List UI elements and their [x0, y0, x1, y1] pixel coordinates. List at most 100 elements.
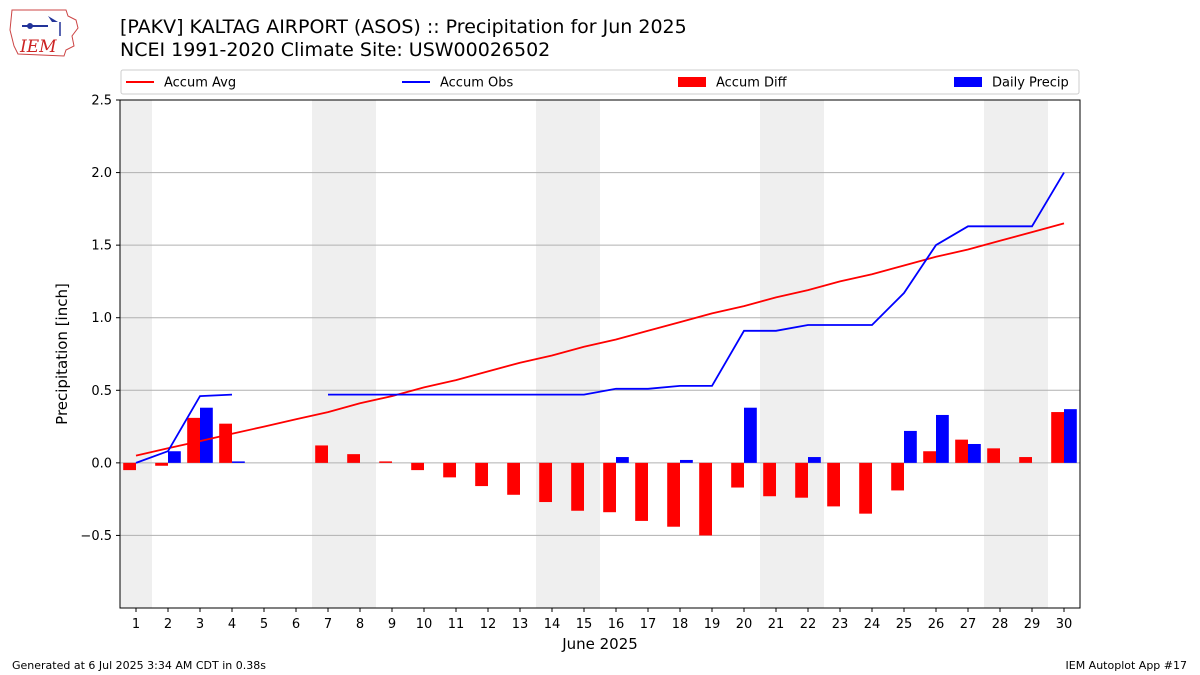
- x-tick-label: 17: [640, 617, 657, 632]
- legend: Accum Avg Accum Obs Accum Diff Daily Precip: [120, 69, 1080, 95]
- daily-precip-bar: [168, 451, 181, 463]
- legend-label: Daily Precip: [992, 76, 1069, 91]
- y-axis: −0.5 0.0 0.5 1.0 1.5 2.0 2.5: [80, 94, 120, 544]
- daily-precip-bar: [680, 459, 693, 463]
- x-tick-label: 29: [1024, 617, 1041, 632]
- y-tick-label: 1.0: [91, 311, 112, 326]
- accum-diff-bar: [347, 454, 360, 463]
- legend-label: Accum Avg: [164, 76, 236, 91]
- x-tick-label: 4: [228, 617, 236, 632]
- accum-diff-bar: [955, 439, 968, 463]
- x-tick-label: 6: [292, 617, 300, 632]
- y-tick-label: 0.5: [91, 384, 112, 399]
- legend-label: Accum Diff: [716, 76, 788, 91]
- generated-timestamp: Generated at 6 Jul 2025 3:34 AM CDT in 0…: [12, 659, 266, 672]
- weekend-band: [792, 100, 824, 608]
- y-tick-label: 2.0: [91, 166, 112, 181]
- accum-diff-bar: [411, 462, 424, 471]
- weekend-band: [760, 100, 792, 608]
- legend-swatch: [954, 77, 982, 87]
- legend-swatch: [678, 77, 706, 87]
- weekend-band: [312, 100, 344, 608]
- accum-diff-bar: [155, 462, 168, 466]
- x-tick-label: 2: [164, 617, 172, 632]
- line-series: [135, 172, 1065, 464]
- iowa-outline-icon: [9, 9, 79, 57]
- x-tick-label: 19: [704, 617, 721, 632]
- app-label: IEM Autoplot App #17: [1065, 659, 1188, 672]
- daily-precip-bar: [744, 407, 757, 463]
- x-tick-label: 15: [576, 617, 593, 632]
- title-line-1: [PAKV] KALTAG AIRPORT (ASOS) :: Precipit…: [120, 16, 687, 38]
- x-tick-label: 11: [448, 617, 465, 632]
- weekend-band: [568, 100, 600, 608]
- accum-diff-bar: [763, 462, 776, 497]
- accum-diff-bar: [923, 451, 936, 463]
- x-tick-label: 10: [416, 617, 433, 632]
- accum-diff-bar: [123, 462, 136, 471]
- x-tick-label: 7: [324, 617, 332, 632]
- weekend-bands: [120, 100, 1048, 608]
- y-tick-label: −0.5: [80, 529, 112, 544]
- accum-obs-line: [135, 393, 233, 464]
- x-tick-label: 16: [608, 617, 625, 632]
- y-tick-label: 2.5: [91, 94, 112, 109]
- accum-diff-bar: [827, 462, 840, 507]
- accum-diff-bar: [571, 462, 584, 511]
- daily-precip-bar: [904, 430, 917, 463]
- daily-precip-bar: [968, 443, 981, 463]
- accum-diff-bar: [219, 423, 232, 463]
- accum-diff-bar: [987, 448, 1000, 463]
- daily-precip-bar: [232, 461, 245, 463]
- accum-diff-bar: [1051, 412, 1064, 463]
- weekend-band: [120, 100, 152, 608]
- x-tick-label: 1: [132, 617, 140, 632]
- x-tick-label: 3: [196, 617, 204, 632]
- x-axis-label: June 2025: [561, 635, 638, 653]
- accum-diff-bar: [667, 462, 680, 527]
- daily-precip-bar: [616, 457, 629, 463]
- weekend-band: [984, 100, 1016, 608]
- x-tick-label: 5: [260, 617, 268, 632]
- accum-diff-bar: [731, 462, 744, 488]
- x-tick-label: 25: [896, 617, 913, 632]
- x-tick-label: 24: [864, 617, 881, 632]
- x-tick-label: 8: [356, 617, 364, 632]
- accum-diff-bar: [699, 462, 712, 536]
- accum-avg-line: [135, 222, 1065, 457]
- x-tick-label: 14: [544, 617, 561, 632]
- accum-diff-bar: [315, 445, 328, 463]
- bar-series: [123, 407, 1077, 536]
- weekend-band: [1016, 100, 1048, 608]
- weekend-band: [344, 100, 376, 608]
- accum-diff-bar: [635, 462, 648, 521]
- x-tick-label: 22: [800, 617, 817, 632]
- x-tick-label: 20: [736, 617, 753, 632]
- x-tick-label: 9: [388, 617, 396, 632]
- x-tick-label: 18: [672, 617, 689, 632]
- x-tick-label: 28: [992, 617, 1009, 632]
- x-axis: 1 2 3 4 5 6 7 8 9 10 11 12 13 14 15 16 17 18 19 20 21 22 23 24 2…: [132, 608, 1072, 632]
- chart-title: [PAKV] KALTAG AIRPORT (ASOS) :: Precipit…: [120, 16, 687, 62]
- daily-precip-bar: [936, 414, 949, 463]
- accum-diff-bar: [507, 462, 520, 495]
- plot-frame: [119, 99, 1081, 609]
- iem-logo: IEM: [9, 9, 79, 57]
- accum-diff-bar: [539, 462, 552, 503]
- accum-obs-line: [328, 172, 1065, 396]
- accum-diff-bar: [603, 462, 616, 513]
- weekend-band: [536, 100, 568, 608]
- accum-diff-bar: [795, 462, 808, 498]
- accum-diff-bar: [379, 461, 392, 463]
- accum-diff-bar: [187, 417, 200, 463]
- y-tick-label: 1.5: [91, 239, 112, 254]
- legend-box: [120, 69, 1080, 95]
- y-tick-label: 0.0: [91, 456, 112, 471]
- accum-diff-bar: [443, 462, 456, 478]
- accum-diff-bar: [1019, 457, 1032, 463]
- x-tick-label: 13: [512, 617, 529, 632]
- daily-precip-bar: [808, 457, 821, 463]
- x-tick-label: 12: [480, 617, 497, 632]
- y-axis-label: Precipitation [inch]: [53, 283, 71, 425]
